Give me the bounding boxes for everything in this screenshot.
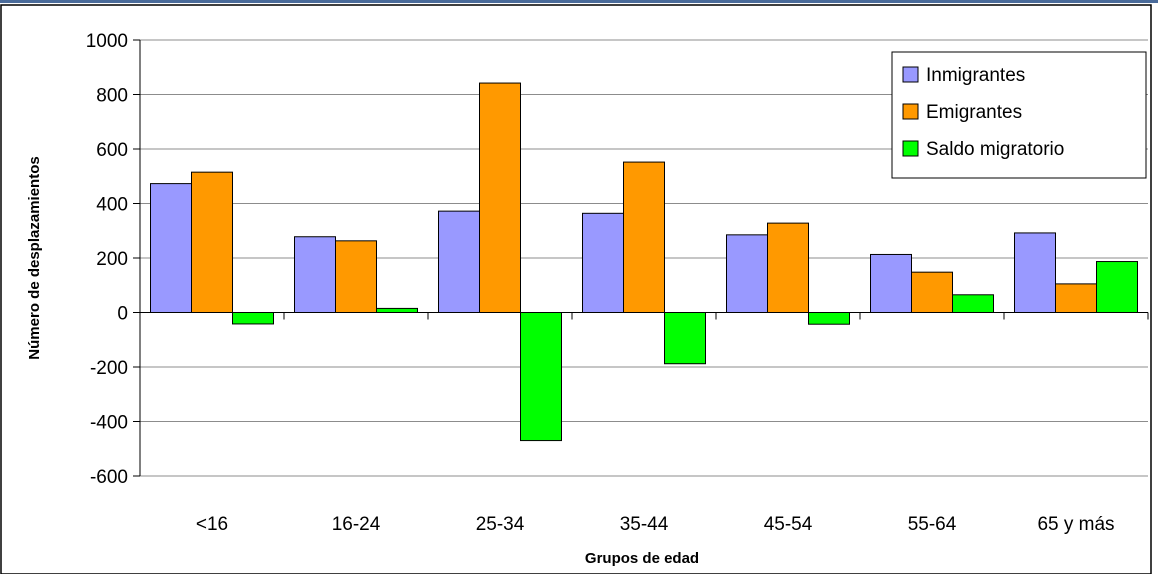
legend-label: Emigrantes [926,102,1022,123]
bar-saldo-migratorio [952,294,994,314]
bar-emigrantes [335,240,377,314]
bar-inmigrantes [1014,232,1056,313]
legend-swatch [902,103,919,120]
y-tick-labels: -600 -400 -200 0 200 400 600 800 1000 [86,31,128,488]
bar-saldo-migratorio [232,312,274,325]
y-axis-title: Número de desplazamientos [26,156,43,359]
x-tick-label: 35-44 [620,514,669,535]
bar-inmigrantes [726,234,768,313]
bar-inmigrantes [438,210,480,314]
legend-label: Saldo migratorio [926,139,1064,160]
legend: Inmigrantes Emigrantes Saldo migratorio [891,51,1147,179]
x-tick-label: 55-64 [908,514,957,535]
y-tick-label: 800 [96,86,128,107]
bar-saldo-migratorio [808,312,850,325]
y-tick-label: 200 [96,249,128,270]
x-tick-label: 16-24 [332,514,381,535]
bar-saldo-migratorio [520,312,562,442]
x-tick-labels: <16 16-24 25-34 35-44 45-54 55-64 65 y más [196,514,1115,535]
y-tick-label: 400 [96,195,128,216]
x-tick-label: 45-54 [764,514,813,535]
y-tick-label: -600 [90,467,128,488]
legend-swatch [902,66,919,83]
x-tick-label: 25-34 [476,514,525,535]
y-tick-label: 600 [96,140,128,161]
top-border-accent [0,0,1158,3]
y-tick-label: -200 [90,358,128,379]
x-tick-label: <16 [196,514,228,535]
bar-emigrantes [479,82,521,314]
bar-inmigrantes [150,183,192,313]
legend-box [891,51,1147,179]
bar-emigrantes [767,222,809,313]
y-tick-label: 1000 [86,31,128,52]
y-tick-label: -400 [90,413,128,434]
bar-inmigrantes [294,236,336,313]
y-tick-label: 0 [117,304,128,325]
bar-saldo-migratorio [1096,261,1138,314]
bar-emigrantes [1055,283,1097,314]
legend-label: Inmigrantes [926,65,1025,86]
bar-emigrantes [623,161,665,313]
bar-inmigrantes [582,212,624,313]
bar-emigrantes [911,271,953,314]
axes [133,39,1149,477]
bar-saldo-migratorio [376,307,418,314]
legend-swatch [902,140,919,157]
bar-emigrantes [191,171,233,313]
bar-saldo-migratorio [664,312,706,365]
bars [150,82,1138,442]
x-tick-label: 65 y más [1037,514,1114,535]
bar-inmigrantes [870,253,912,314]
x-axis-title: Grupos de edad [585,550,699,567]
